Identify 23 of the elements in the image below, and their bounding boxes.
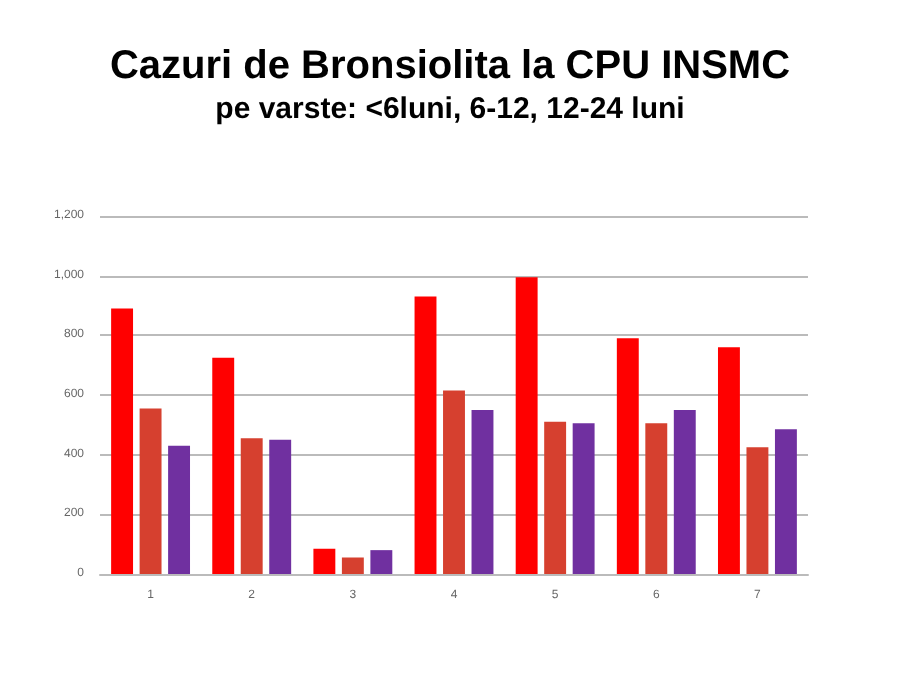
bar bbox=[139, 408, 162, 574]
bar bbox=[616, 338, 639, 574]
bar bbox=[746, 447, 769, 574]
bar bbox=[240, 438, 263, 574]
chart-title: Cazuri de Bronsiolita la CPU INSMC bbox=[109, 44, 791, 88]
bar bbox=[443, 390, 465, 574]
bar bbox=[341, 557, 364, 574]
bar bbox=[717, 347, 740, 574]
bar bbox=[471, 409, 494, 574]
bar bbox=[370, 550, 393, 574]
bar bbox=[645, 423, 668, 574]
bar bbox=[414, 296, 437, 574]
bar bbox=[515, 277, 538, 574]
bar bbox=[313, 548, 336, 574]
bar bbox=[673, 409, 696, 574]
bar bbox=[572, 423, 595, 574]
bar bbox=[168, 445, 191, 574]
bar bbox=[212, 357, 235, 574]
bar bbox=[774, 429, 797, 574]
bar bbox=[111, 308, 134, 574]
bar bbox=[544, 421, 567, 574]
bar bbox=[269, 439, 292, 574]
chart-subtitle: pe varste: <6luni, 6-12, 12-24 luni bbox=[215, 92, 685, 126]
